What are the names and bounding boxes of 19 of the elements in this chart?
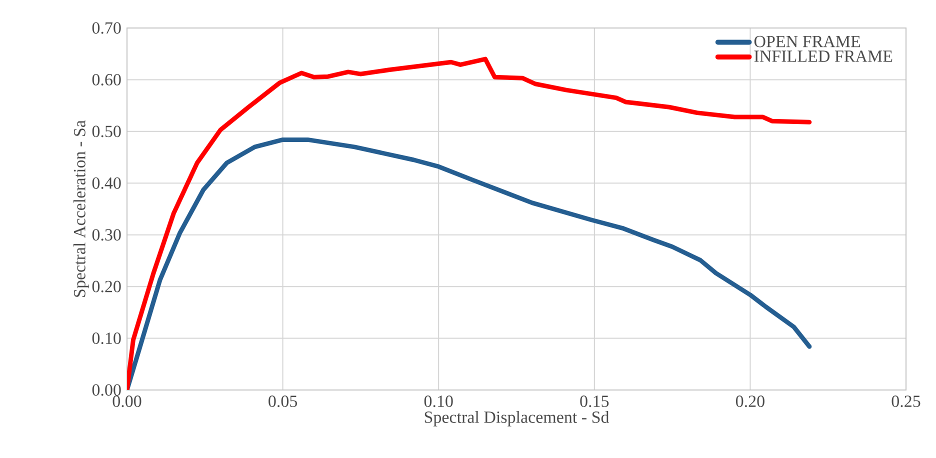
x-tick-label: 0.10 <box>424 396 453 408</box>
y-tick-label: 0.30 <box>92 229 121 241</box>
x-tick-label: 0.00 <box>112 396 142 408</box>
x-tick-label: 0.05 <box>268 396 298 408</box>
x-tick-label: 0.20 <box>736 396 764 408</box>
y-axis-title: Spectral Acceleration - Sa <box>73 120 89 297</box>
x-tick-label: 0.15 <box>580 396 609 408</box>
x-axis-title: Spectral Displacement - Sd <box>424 410 610 426</box>
legend-label: INFILLED FRAME <box>754 50 892 62</box>
y-tick-label: 0.20 <box>92 280 121 292</box>
legend-label: OPEN FRAME <box>754 36 860 48</box>
y-tick-label: 0.40 <box>92 177 121 189</box>
x-tick-label: 0.25 <box>892 396 920 408</box>
line-series <box>127 137 812 390</box>
y-tick-label: 0.60 <box>92 74 121 86</box>
y-tick-label: 0.00 <box>92 384 121 396</box>
y-tick-label: 0.50 <box>92 126 121 138</box>
y-tick-label: 0.70 <box>92 22 121 34</box>
y-tick-label: 0.10 <box>92 332 121 344</box>
